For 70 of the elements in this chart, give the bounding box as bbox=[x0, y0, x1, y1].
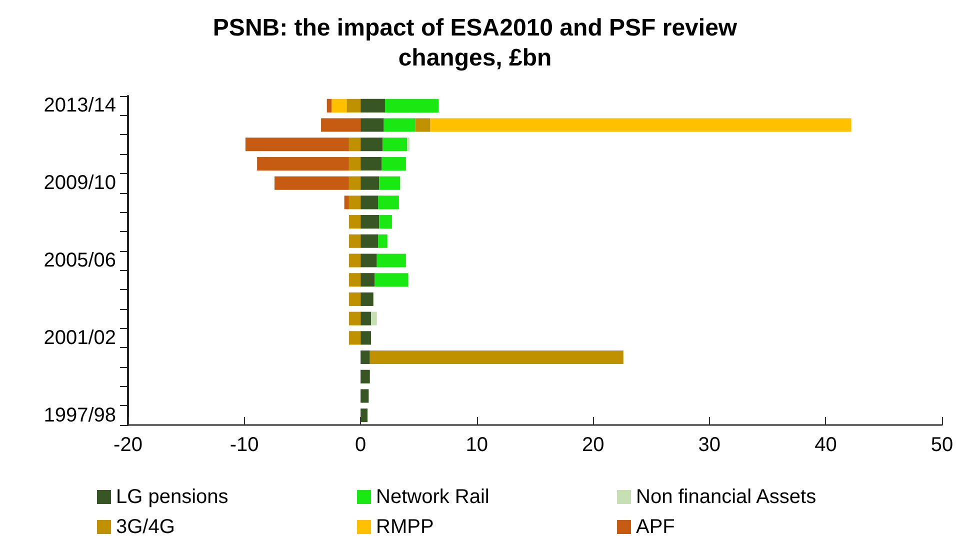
bar bbox=[415, 118, 430, 132]
bar bbox=[360, 156, 382, 171]
bar bbox=[348, 292, 361, 306]
bar bbox=[379, 215, 392, 229]
bar bbox=[382, 156, 406, 171]
bar bbox=[360, 408, 368, 422]
bar bbox=[384, 98, 438, 112]
legend-label: 3G/4G bbox=[116, 516, 175, 538]
bar bbox=[344, 196, 349, 210]
x-tick-label: 50 bbox=[930, 434, 954, 456]
bar bbox=[360, 350, 370, 364]
x-tick-label: 40 bbox=[814, 434, 837, 456]
y-tick-label: 2001/02 bbox=[44, 326, 116, 349]
chart-title: PSNB: the impact of ESA2010 and PSF review changes, £bn bbox=[212, 14, 738, 72]
bar bbox=[374, 273, 408, 287]
bar bbox=[257, 156, 349, 171]
legend-label: Network Rail bbox=[376, 486, 490, 508]
y-tick-label: 1997/98 bbox=[44, 404, 116, 426]
x-tick-label: 0 bbox=[355, 434, 366, 456]
legend-label: APF bbox=[636, 516, 675, 538]
bar bbox=[348, 156, 361, 171]
bar bbox=[378, 196, 399, 210]
bar bbox=[360, 196, 378, 210]
bar bbox=[348, 176, 361, 190]
bar bbox=[360, 254, 377, 268]
bar bbox=[360, 118, 384, 132]
bar bbox=[348, 234, 361, 248]
bar bbox=[348, 312, 361, 326]
legend-label: LG pensions bbox=[116, 486, 228, 508]
bar bbox=[360, 98, 385, 112]
bar bbox=[332, 98, 347, 112]
bar bbox=[376, 254, 406, 268]
bar bbox=[360, 215, 380, 229]
legend-label: Non financial Assets bbox=[636, 486, 816, 508]
bar bbox=[360, 389, 369, 403]
y-tick-label: 2009/10 bbox=[44, 172, 116, 194]
y-tick-label: 2005/06 bbox=[44, 250, 116, 272]
bar bbox=[348, 196, 361, 210]
bar bbox=[360, 370, 370, 384]
bar bbox=[384, 118, 416, 132]
bar bbox=[245, 138, 349, 152]
bar bbox=[346, 98, 361, 112]
bar bbox=[348, 215, 361, 229]
x-tick-label: -10 bbox=[230, 434, 259, 456]
bar bbox=[360, 292, 374, 306]
x-tick-label: -20 bbox=[114, 434, 142, 456]
legend-label: RMPP bbox=[376, 516, 434, 538]
x-tick-label: 30 bbox=[698, 434, 721, 456]
bar bbox=[371, 312, 377, 326]
y-tick-label: 2013/14 bbox=[44, 94, 116, 117]
x-tick-label: 10 bbox=[466, 434, 488, 456]
bar bbox=[370, 350, 624, 364]
bar bbox=[348, 273, 361, 287]
bar bbox=[360, 331, 372, 345]
bar bbox=[348, 331, 361, 345]
bar bbox=[321, 118, 361, 132]
bar bbox=[360, 312, 372, 326]
bar bbox=[379, 176, 400, 190]
bar bbox=[348, 138, 361, 152]
bar bbox=[430, 118, 852, 132]
bar bbox=[348, 254, 361, 268]
bar bbox=[360, 234, 378, 248]
bar bbox=[382, 138, 408, 152]
bar bbox=[360, 273, 375, 287]
bar bbox=[326, 98, 332, 112]
x-tick-label: 20 bbox=[582, 434, 604, 456]
bar bbox=[274, 176, 349, 190]
bar bbox=[360, 138, 383, 152]
bar bbox=[360, 176, 380, 190]
bar bbox=[378, 234, 388, 248]
